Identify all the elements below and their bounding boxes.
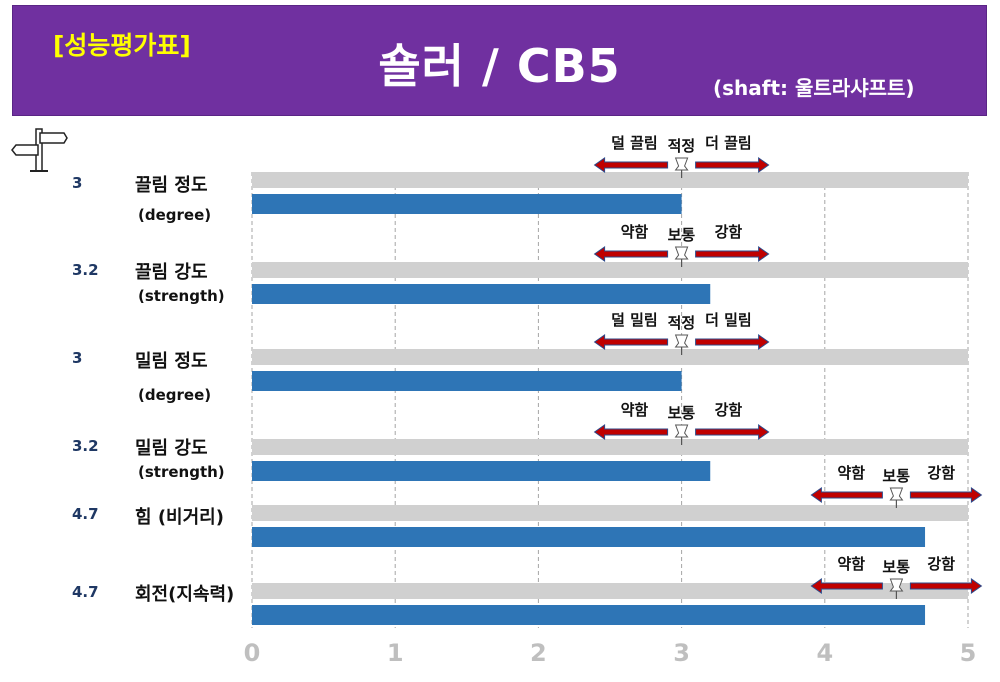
note-right: 강함	[714, 401, 743, 419]
row-label: 끌림 정도	[135, 175, 208, 196]
row-sublabel: (degree)	[138, 386, 212, 404]
arrow-left	[593, 157, 669, 173]
row-sublabel: (degree)	[138, 206, 212, 224]
note-left: 약함	[620, 401, 649, 419]
track-bar	[252, 439, 968, 455]
row-value: 4.7	[72, 505, 99, 523]
note-right: 더 밀림	[705, 311, 752, 329]
value-bar	[252, 284, 711, 304]
row-sublabel: (strength)	[138, 287, 225, 305]
evaluation-badge: [성능평가표]	[53, 31, 191, 60]
row-label: 밀림 정도	[135, 351, 208, 372]
x-tick-label: 2	[530, 639, 547, 667]
row-value: 3.2	[72, 261, 99, 279]
note-left: 약함	[620, 223, 649, 241]
row-label: 끌림 강도	[135, 262, 208, 283]
track-bar	[252, 262, 968, 278]
note-left: 덜 끌림	[611, 134, 658, 152]
arrow-left	[810, 578, 883, 594]
arrow-left	[593, 424, 669, 440]
note-left: 약함	[837, 464, 865, 482]
pushpin-icon	[674, 334, 689, 348]
track-bar	[252, 583, 968, 599]
row-label: 밀림 강도	[135, 438, 208, 459]
x-tick-label: 4	[816, 639, 833, 667]
note-mid: 보통	[667, 404, 696, 422]
value-bar	[252, 527, 926, 547]
arrow-left	[593, 334, 669, 350]
row-label: 회전(지속력)	[135, 584, 235, 605]
x-tick-label: 5	[960, 639, 977, 667]
note-mid: 보통	[882, 467, 910, 485]
track-bar	[252, 172, 968, 188]
note-left: 덜 밀림	[611, 311, 658, 329]
note-right: 강함	[927, 555, 955, 573]
track-bar	[252, 349, 968, 365]
note-right: 강함	[927, 464, 955, 482]
arrow-left	[593, 246, 669, 262]
arrow-right	[909, 578, 983, 594]
note-left: 약함	[837, 555, 865, 573]
x-tick-label: 3	[673, 639, 690, 667]
pushpin-icon	[674, 246, 689, 260]
arrow-right	[695, 334, 770, 350]
note-mid: 적정	[667, 137, 696, 155]
header-banner: [성능평가표] 숄러 / CB5 (shaft: 울트라샤프트)	[12, 5, 987, 116]
note-right: 더 끌림	[705, 134, 752, 152]
arrow-left	[810, 487, 883, 503]
pushpin-icon	[674, 424, 689, 438]
x-tick-label: 0	[244, 639, 261, 667]
x-tick-label: 1	[387, 639, 404, 667]
value-bar	[252, 194, 682, 214]
note-mid: 보통	[667, 226, 696, 244]
note-mid: 보통	[882, 558, 910, 576]
row-value: 3	[72, 349, 83, 367]
arrow-right	[695, 157, 770, 173]
note-mid: 적정	[667, 314, 696, 332]
pushpin-icon	[674, 157, 689, 171]
pushpin-icon	[889, 578, 904, 592]
signpost-icon	[11, 128, 68, 172]
value-bar	[252, 371, 682, 391]
track-bar	[252, 505, 968, 521]
shaft-subtitle: (shaft: 울트라샤프트)	[713, 76, 915, 100]
note-right: 강함	[714, 223, 743, 241]
arrow-right	[695, 424, 770, 440]
value-bar	[252, 461, 711, 481]
arrow-right	[695, 246, 770, 262]
row-value: 3.2	[72, 437, 99, 455]
row-value: 3	[72, 174, 83, 192]
row-label: 힘 (비거리)	[135, 507, 224, 528]
row-value: 4.7	[72, 583, 99, 601]
pushpin-icon	[889, 487, 904, 501]
value-bar	[252, 605, 926, 625]
arrow-right	[909, 487, 983, 503]
page-title: 숄러 / CB5	[378, 39, 621, 93]
row-sublabel: (strength)	[138, 463, 225, 481]
